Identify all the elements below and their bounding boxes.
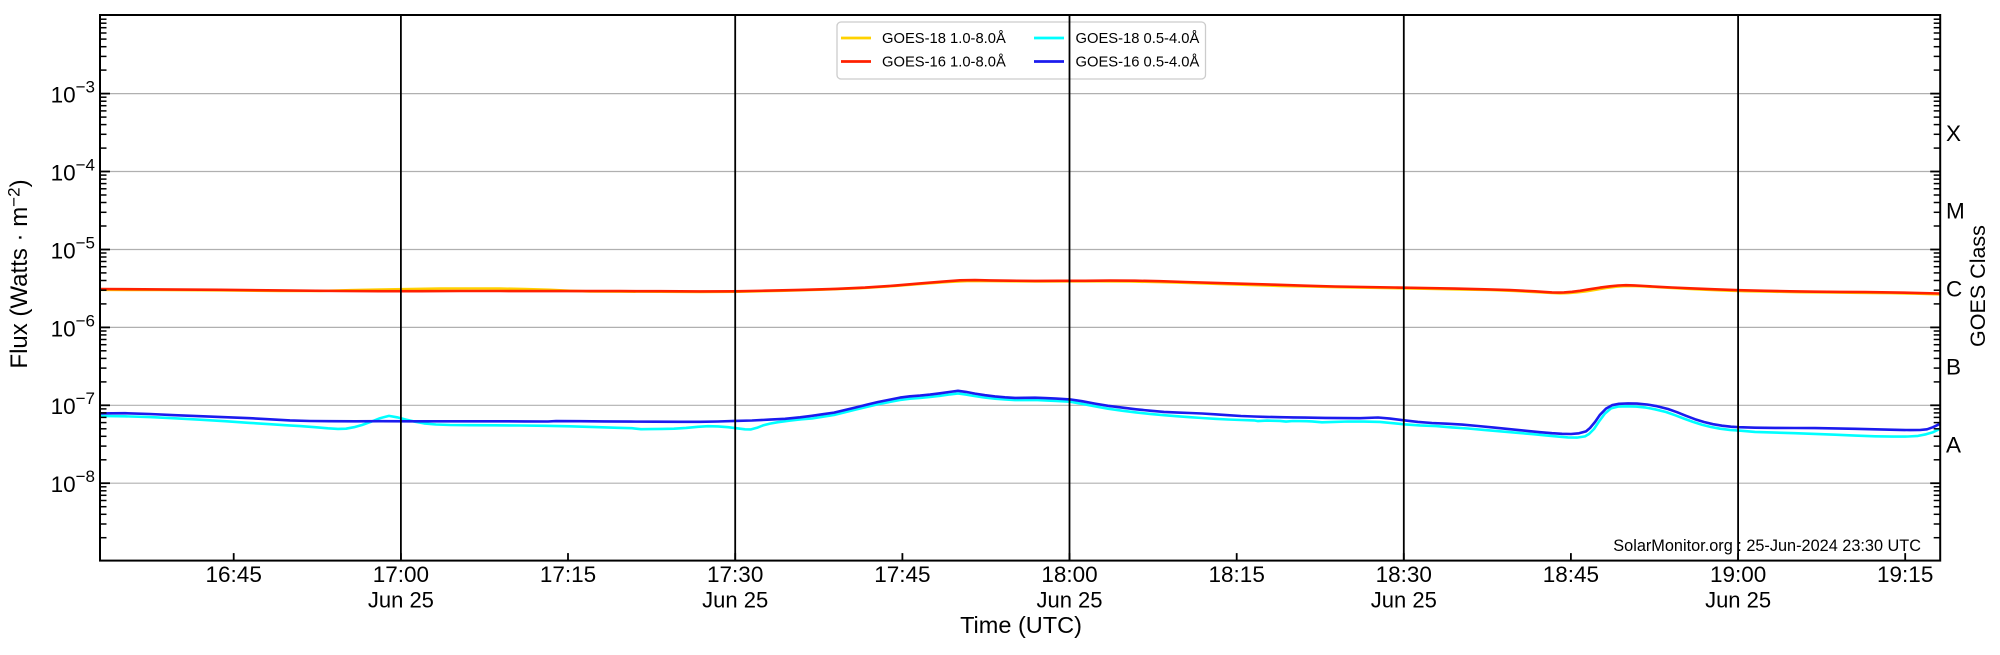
svg-text:18:00: 18:00 [1041, 562, 1097, 587]
svg-text:GOES-16 1.0-8.0Å: GOES-16 1.0-8.0Å [882, 54, 1006, 71]
svg-text:C: C [1946, 277, 1962, 302]
svg-text:SolarMonitor.org : 25-Jun-2024: SolarMonitor.org : 25-Jun-2024 23:30 UTC [1613, 537, 1921, 555]
svg-text:Jun 25: Jun 25 [702, 588, 768, 613]
svg-text:Jun 25: Jun 25 [1371, 588, 1437, 613]
svg-text:Jun 25: Jun 25 [1036, 588, 1102, 613]
svg-text:Jun 25: Jun 25 [1705, 588, 1771, 613]
svg-text:17:45: 17:45 [874, 562, 930, 587]
svg-text:Time (UTC): Time (UTC) [960, 612, 1082, 638]
svg-text:19:15: 19:15 [1877, 562, 1933, 587]
svg-text:M: M [1946, 199, 1965, 224]
svg-text:16:45: 16:45 [206, 562, 262, 587]
svg-text:Jun 25: Jun 25 [368, 588, 434, 613]
svg-text:B: B [1946, 355, 1961, 380]
svg-text:GOES-18 1.0-8.0Å: GOES-18 1.0-8.0Å [882, 30, 1006, 47]
svg-text:A: A [1946, 433, 1961, 458]
svg-text:17:15: 17:15 [540, 562, 596, 587]
svg-text:X: X [1946, 121, 1961, 146]
svg-text:17:00: 17:00 [373, 562, 429, 587]
svg-text:Flux (Watts · m−2): Flux (Watts · m−2) [5, 179, 34, 368]
svg-text:GOES-18 0.5-4.0Å: GOES-18 0.5-4.0Å [1076, 30, 1200, 47]
svg-text:19:00: 19:00 [1710, 562, 1766, 587]
svg-text:GOES-16 0.5-4.0Å: GOES-16 0.5-4.0Å [1076, 54, 1200, 71]
svg-text:10−4: 10−4 [51, 155, 95, 185]
svg-text:18:30: 18:30 [1376, 562, 1432, 587]
svg-text:18:45: 18:45 [1543, 562, 1599, 587]
svg-text:17:30: 17:30 [707, 562, 763, 587]
svg-text:18:15: 18:15 [1209, 562, 1265, 587]
svg-text:GOES Class: GOES Class [1966, 225, 1990, 347]
